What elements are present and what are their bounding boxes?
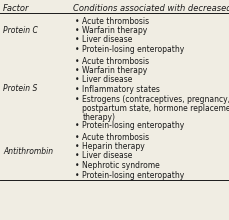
Text: Warfarin therapy: Warfarin therapy [82, 66, 147, 75]
Text: Liver disease: Liver disease [82, 152, 133, 161]
Text: Conditions associated with decreased factor levels: Conditions associated with decreased fac… [73, 4, 229, 13]
Text: Protein C: Protein C [3, 26, 38, 35]
Text: •: • [75, 132, 80, 141]
Text: •: • [75, 142, 80, 151]
Text: •: • [75, 95, 80, 103]
Text: Warfarin therapy: Warfarin therapy [82, 26, 147, 35]
Text: •: • [75, 161, 80, 170]
Text: Inflammatory states: Inflammatory states [82, 85, 160, 94]
Text: •: • [75, 85, 80, 94]
Text: •: • [75, 45, 80, 54]
Text: •: • [75, 66, 80, 75]
Text: Protein-losing enteropathy: Protein-losing enteropathy [82, 45, 185, 54]
Text: postpartum state, hormone replacement: postpartum state, hormone replacement [82, 104, 229, 113]
Text: Protein S: Protein S [3, 84, 37, 93]
Text: Heparin therapy: Heparin therapy [82, 142, 145, 151]
Text: •: • [75, 152, 80, 161]
Text: Protein-losing enteropathy: Protein-losing enteropathy [82, 170, 185, 180]
Text: Nephrotic syndrome: Nephrotic syndrome [82, 161, 160, 170]
Text: •: • [75, 35, 80, 44]
Text: •: • [75, 26, 80, 35]
Text: Antithrombin: Antithrombin [3, 147, 53, 156]
Text: •: • [75, 121, 80, 130]
Text: •: • [75, 75, 80, 84]
Text: Acute thrombosis: Acute thrombosis [82, 16, 149, 26]
Text: Estrogens (contraceptives, pregnancy,: Estrogens (contraceptives, pregnancy, [82, 95, 229, 103]
Text: •: • [75, 16, 80, 26]
Text: •: • [75, 170, 80, 180]
Text: Liver disease: Liver disease [82, 35, 133, 44]
Text: Acute thrombosis: Acute thrombosis [82, 132, 149, 141]
Text: Liver disease: Liver disease [82, 75, 133, 84]
Text: therapy): therapy) [82, 112, 115, 121]
Text: Protein-losing enteropathy: Protein-losing enteropathy [82, 121, 185, 130]
Text: Acute thrombosis: Acute thrombosis [82, 57, 149, 66]
Text: •: • [75, 57, 80, 66]
Text: Factor: Factor [3, 4, 30, 13]
